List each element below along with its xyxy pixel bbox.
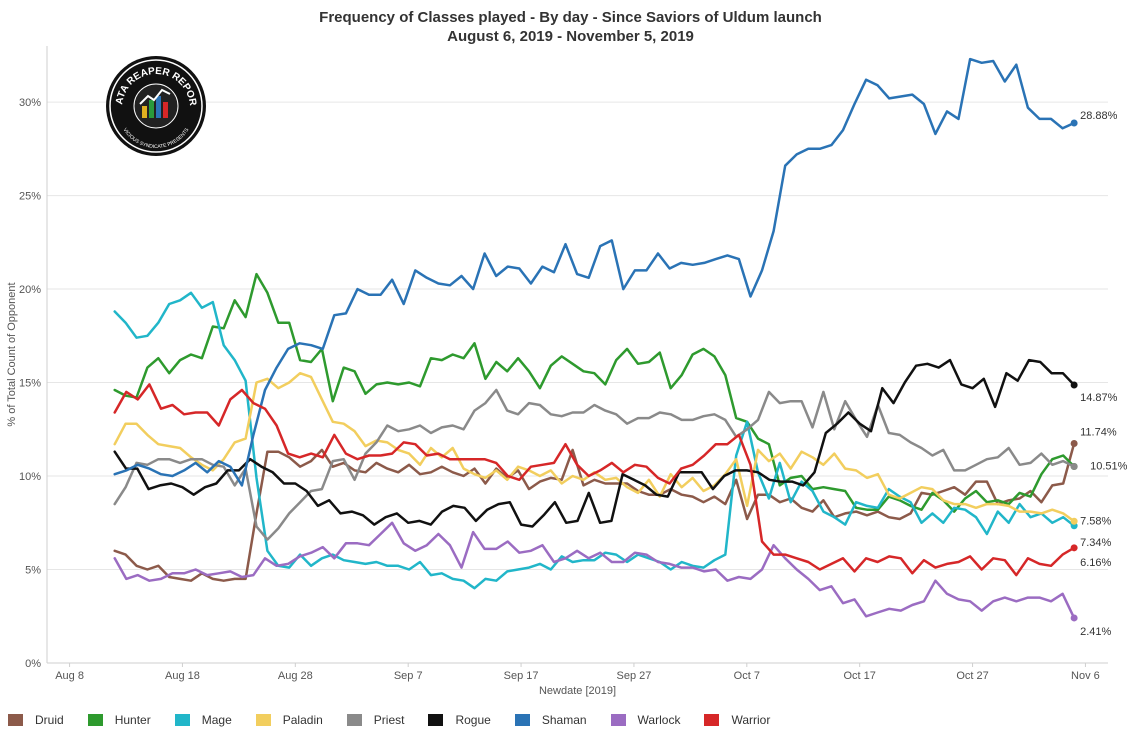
end-label-warlock: 2.41%	[1080, 626, 1111, 638]
legend-item-priest: Priest	[346, 713, 429, 727]
legend-label: Shaman	[541, 713, 587, 727]
end-point-rogue	[1070, 381, 1078, 389]
x-tick-label: Sep 17	[504, 670, 539, 682]
end-label-druid: 11.74%	[1080, 426, 1117, 438]
series-line-shaman	[113, 57, 1076, 487]
legend-label: Priest	[373, 713, 405, 727]
end-label-rogue: 14.87%	[1080, 392, 1118, 404]
x-tick-label: Nov 6	[1071, 670, 1100, 682]
legend-label: Mage	[201, 713, 232, 727]
legend-item-shaman: Shaman	[514, 713, 611, 727]
legend-label: Rogue	[455, 713, 491, 727]
legend-item-druid: Druid	[8, 713, 88, 727]
x-tick-label: Aug 8	[55, 670, 84, 682]
y-tick-label: 5%	[25, 565, 41, 577]
x-tick-label: Sep 27	[616, 670, 651, 682]
legend-label: Druid	[35, 713, 64, 727]
end-point-druid	[1070, 439, 1078, 447]
legend-item-warlock: Warlock	[610, 713, 705, 727]
y-axis-title: % of Total Count of Opponent	[6, 282, 18, 426]
y-tick-label: 0%	[25, 658, 41, 670]
data-reaper-report-logo: DATA REAPER REPORT VICIOUS SYNDICATE PRE…	[100, 46, 208, 158]
y-tick-label: 25%	[19, 191, 41, 203]
legend-swatch	[428, 714, 444, 726]
gridlines	[47, 101, 1108, 571]
legend-swatch	[87, 714, 103, 726]
x-tick-label: Oct 7	[734, 670, 760, 682]
line-chart: 0% 5% 10% 15% 20% 25% 30% Aug 8 Aug 18 Aug 28 Sep …	[6, 46, 1128, 697]
legend-item-hunter: Hunter	[87, 713, 175, 727]
legend-swatch	[174, 714, 190, 726]
series-line-rogue	[113, 358, 1076, 528]
legend-label: Warlock	[637, 713, 681, 727]
end-point-warrior	[1070, 544, 1078, 552]
legend-item-mage: Mage	[174, 713, 256, 727]
chart-subtitle: August 6, 2019 - November 5, 2019	[447, 28, 694, 45]
end-label-shaman: 28.88%	[1080, 110, 1118, 122]
legend: Druid Hunter Mage Paladin Priest Rogue Shaman W…	[8, 712, 794, 728]
legend-swatch	[610, 714, 626, 726]
legend-label: Paladin	[282, 713, 323, 727]
y-tick-label: 10%	[19, 471, 41, 483]
logo-badge: DATA REAPER REPORT VICIOUS SYNDICATE PRE…	[100, 46, 206, 156]
legend-item-warrior: Warrior	[704, 713, 794, 727]
end-label-paladin: 7.58%	[1080, 515, 1111, 527]
series-line-warlock	[113, 521, 1076, 620]
legend-swatch	[255, 714, 271, 726]
y-tick-label: 20%	[19, 284, 41, 296]
legend-swatch	[514, 714, 530, 726]
legend-item-rogue: Rogue	[428, 713, 514, 727]
y-tick-label: 15%	[19, 378, 41, 390]
x-tick-label: Sep 7	[394, 670, 423, 682]
end-point-warlock	[1070, 614, 1078, 622]
x-axis-title: Newdate [2019]	[539, 685, 616, 697]
legend-swatch	[8, 714, 23, 726]
end-labels: 11.74% 10.51% 7.34% 7.58% 14.87% 28.88% 2.41% 6…	[1080, 110, 1128, 638]
series-line-priest	[113, 388, 1076, 541]
legend-label: Hunter	[114, 713, 151, 727]
end-point-paladin	[1070, 517, 1078, 525]
x-tick-label: Oct 17	[843, 670, 875, 682]
series-lines	[113, 57, 1078, 622]
x-tick-label: Aug 28	[278, 670, 313, 682]
legend-swatch	[704, 714, 720, 726]
end-label-mage: 7.34%	[1080, 537, 1111, 549]
end-label-hunter: 10.51%	[1090, 460, 1128, 472]
legend-swatch	[346, 714, 362, 726]
title-block: Frequency of Classes played - By day - S…	[0, 8, 1141, 46]
end-label-warrior: 6.16%	[1080, 557, 1111, 569]
legend-label: Warrior	[731, 713, 771, 727]
x-tick-label: Aug 18	[165, 670, 200, 682]
y-tick-label: 30%	[19, 97, 41, 109]
axes: 0% 5% 10% 15% 20% 25% 30% Aug 8 Aug 18 Aug 28 Sep …	[6, 46, 1108, 697]
series-line-warrior	[113, 383, 1076, 577]
series-line-mage	[113, 291, 1076, 590]
x-tick-label: Oct 27	[956, 670, 988, 682]
chart-title: Frequency of Classes played - By day - S…	[319, 9, 822, 26]
end-point-priest	[1070, 462, 1078, 470]
legend-item-paladin: Paladin	[255, 713, 347, 727]
end-point-shaman	[1070, 119, 1078, 127]
